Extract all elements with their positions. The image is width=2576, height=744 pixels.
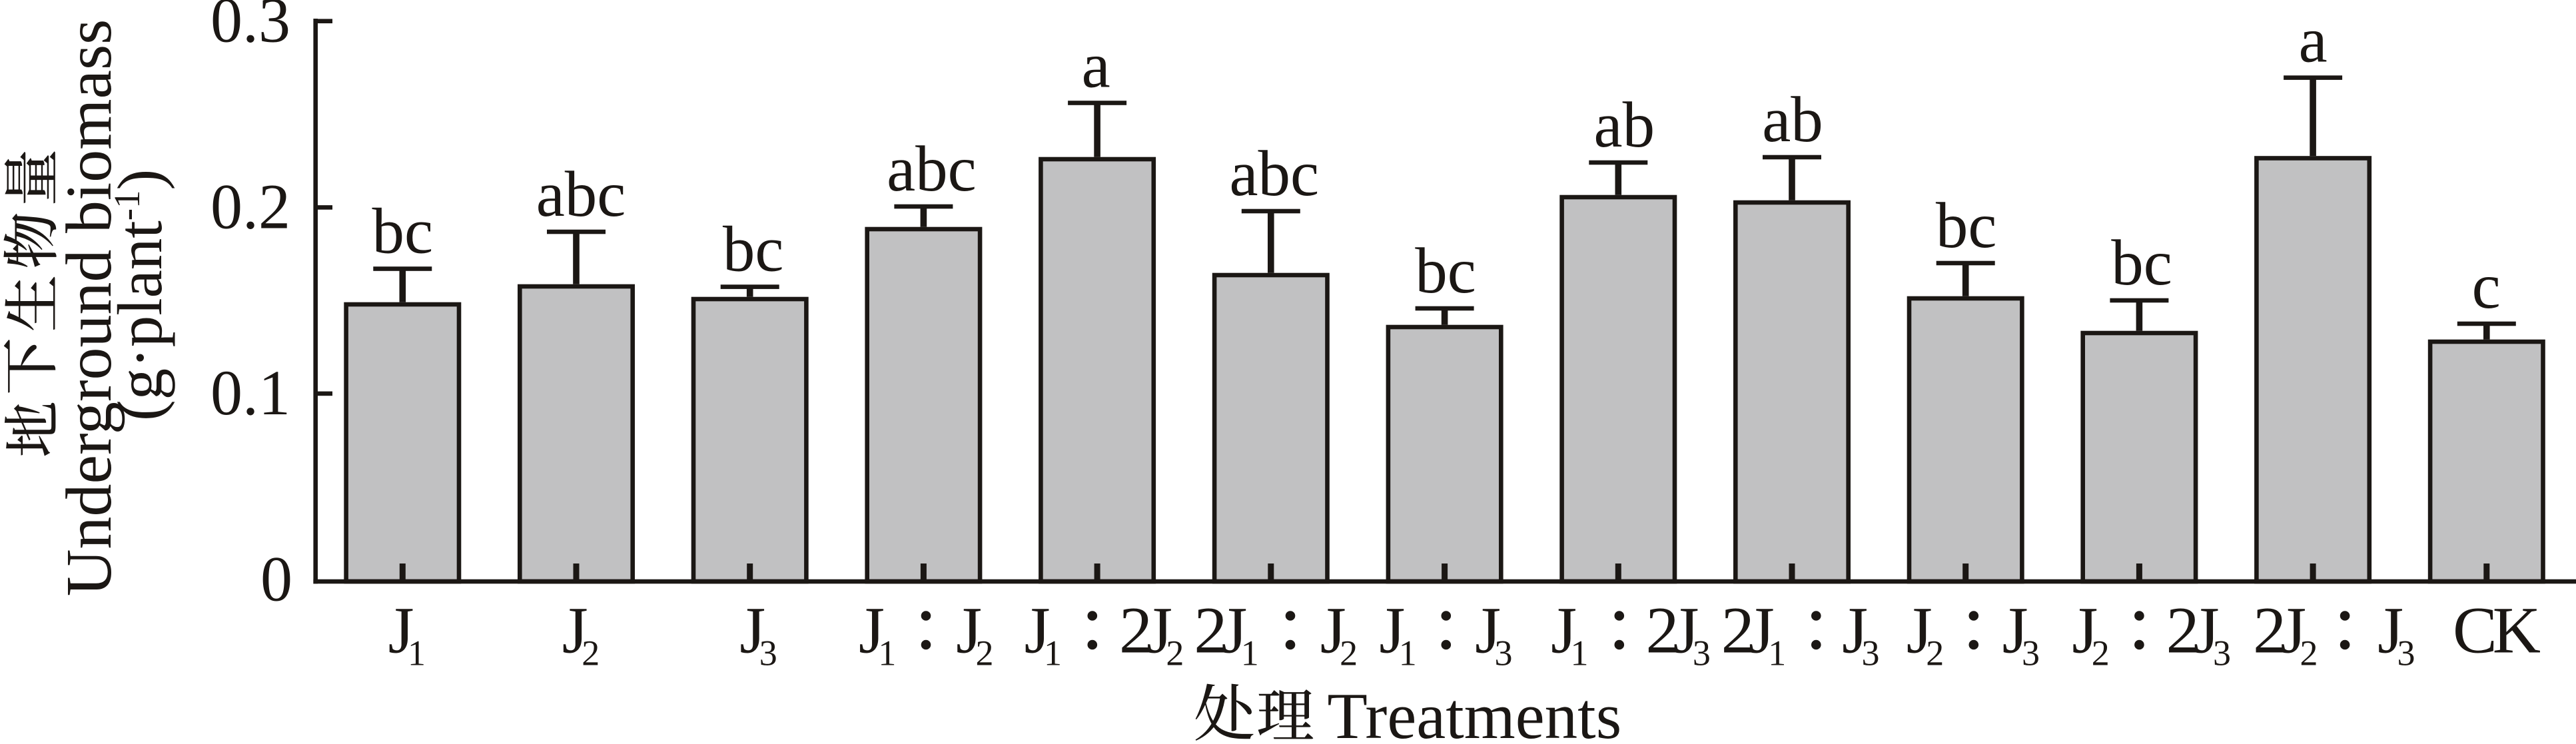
svg-text:bc: bc	[2111, 227, 2172, 298]
svg-text:2J2: 2J2	[1119, 593, 1184, 673]
svg-text:ab: ab	[1594, 89, 1655, 161]
svg-text:CK: CK	[2453, 593, 2541, 667]
svg-text:2J1: 2J1	[1721, 593, 1786, 673]
svg-text:c: c	[2472, 250, 2501, 322]
svg-text:Treatments: Treatments	[1327, 680, 1621, 741]
svg-text:a: a	[2299, 5, 2328, 76]
svg-text:abc: abc	[1229, 138, 1319, 209]
svg-text:Underground biomass: Underground biomass	[53, 19, 125, 597]
svg-text:bc: bc	[1936, 190, 1997, 261]
svg-text:0.2: 0.2	[211, 171, 290, 242]
svg-text:0: 0	[260, 543, 292, 614]
svg-text:0.1: 0.1	[211, 357, 290, 428]
svg-text:abc: abc	[536, 159, 626, 230]
svg-text:0.3: 0.3	[211, 0, 290, 56]
svg-text:bc: bc	[372, 196, 434, 267]
svg-text:abc: abc	[887, 133, 977, 204]
svg-text:ab: ab	[1762, 84, 1823, 155]
svg-text:J2: J2	[562, 593, 600, 673]
svg-text:J1: J1	[1551, 593, 1588, 673]
svg-text:bc: bc	[723, 214, 784, 285]
svg-text:bc: bc	[1415, 235, 1476, 306]
svg-text:a: a	[1082, 30, 1110, 101]
